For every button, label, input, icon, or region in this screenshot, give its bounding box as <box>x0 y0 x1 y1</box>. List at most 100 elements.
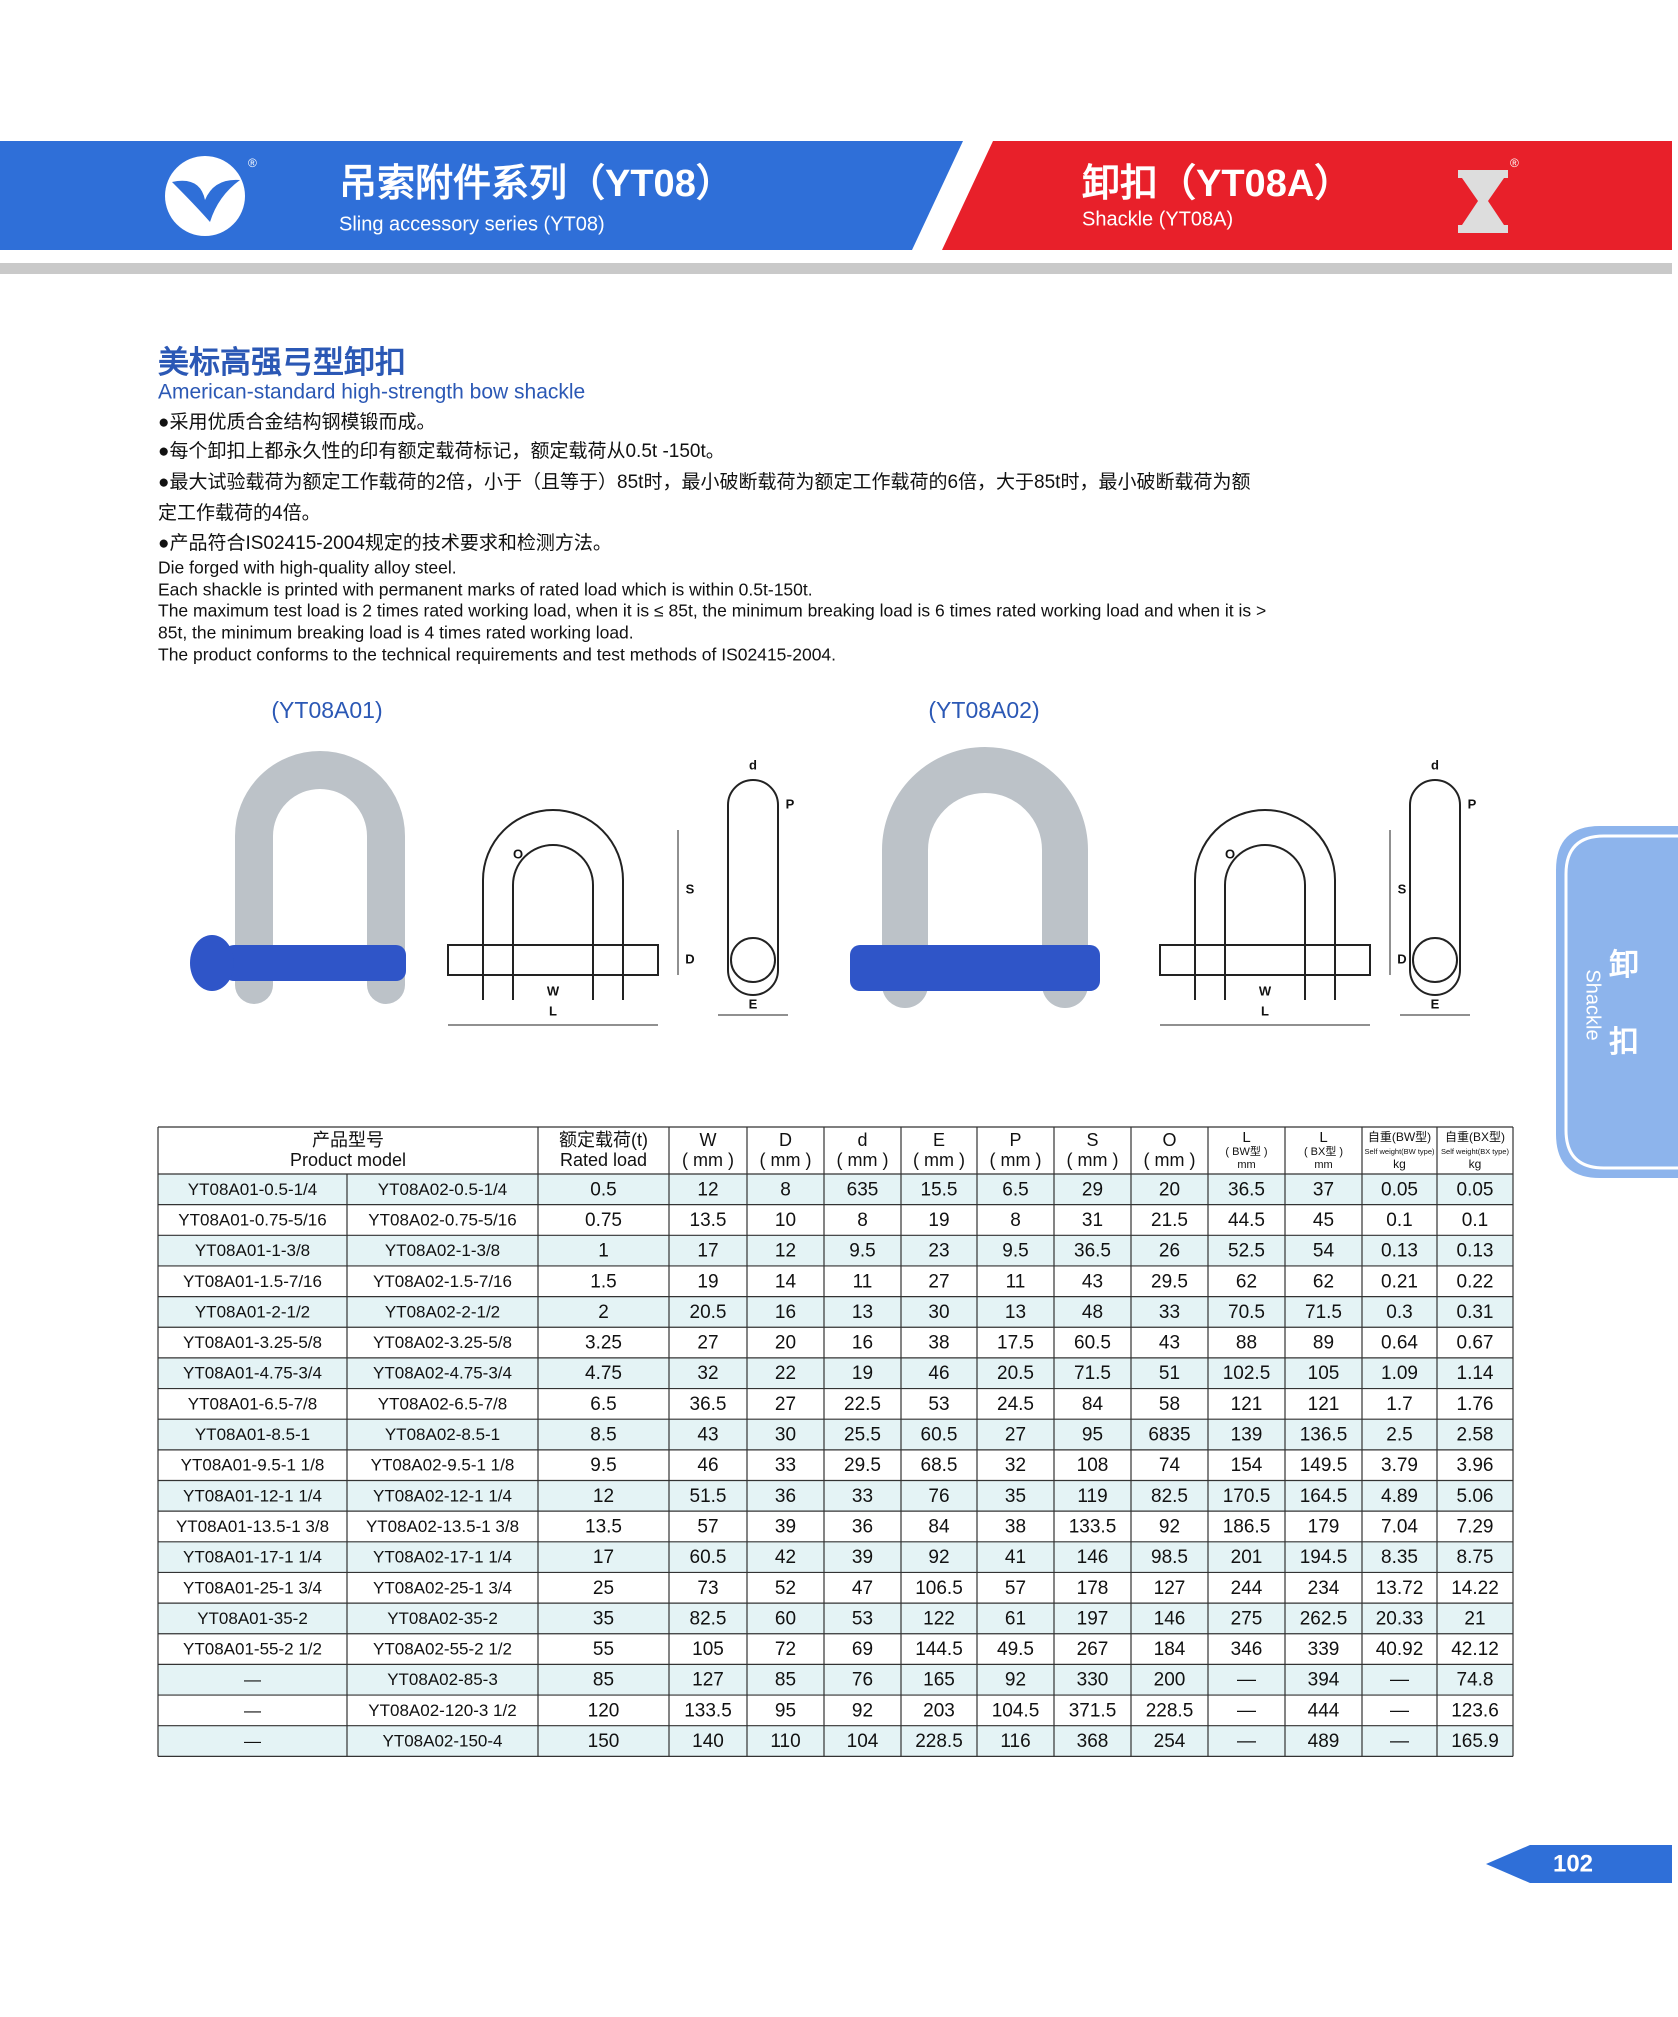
table-cell: YT08A01-12-1 1/4 <box>183 1486 322 1505</box>
table-cell: 46 <box>697 1455 718 1476</box>
table-cell: 82.5 <box>690 1608 727 1629</box>
table-cell: 368 <box>1077 1731 1109 1752</box>
table-cell: YT08A02-17-1 1/4 <box>373 1548 512 1567</box>
table-header: ( mm ) <box>1067 1150 1119 1170</box>
table-cell: 60.5 <box>690 1547 727 1568</box>
table-header: kg <box>1393 1157 1406 1171</box>
table-cell: YT08A02-8.5-1 <box>385 1425 500 1444</box>
table-cell: 21.5 <box>1151 1210 1188 1231</box>
logo-bird <box>172 179 240 222</box>
figure-caption: (YT08A02) <box>928 697 1039 723</box>
table-cell: 262.5 <box>1300 1608 1348 1629</box>
table-header: d <box>857 1130 867 1150</box>
table-cell: 7.04 <box>1381 1516 1418 1537</box>
table-cell: 92 <box>852 1700 873 1721</box>
table-header: ( mm ) <box>1144 1150 1196 1170</box>
table-cell: 4.89 <box>1381 1486 1418 1507</box>
table-cell: 17 <box>697 1241 718 1262</box>
table-cell: 33 <box>852 1486 873 1507</box>
table-row <box>158 1664 1513 1696</box>
table-cell: 133.5 <box>684 1700 732 1721</box>
table-cell: YT08A01-1-3/8 <box>195 1241 310 1260</box>
table-cell: 14 <box>775 1271 797 1292</box>
table-cell: 121 <box>1308 1394 1340 1415</box>
table-cell: 8.75 <box>1457 1547 1494 1568</box>
table-cell: 11 <box>853 1271 873 1292</box>
table-cell: 228.5 <box>1146 1700 1194 1721</box>
front-drawing-pin <box>447 944 659 976</box>
bullet-line: ●采用优质合金结构钢模锻而成。 <box>158 411 435 433</box>
table-row <box>158 1235 1513 1266</box>
table-cell: YT08A01-1.5-7/16 <box>183 1272 322 1291</box>
pin-eye <box>190 935 234 991</box>
figure-caption: (YT08A01) <box>271 697 382 723</box>
table-cell: 7.29 <box>1457 1516 1494 1537</box>
table-cell: YT08A01-0.5-1/4 <box>188 1180 317 1199</box>
table-cell: 42.12 <box>1451 1639 1499 1660</box>
table-cell: 95 <box>775 1700 796 1721</box>
table-cell: 489 <box>1308 1731 1340 1752</box>
dimension-label: L <box>549 1003 557 1018</box>
table-cell: YT08A01-35-2 <box>197 1609 308 1628</box>
front-drawing <box>1224 844 1306 1000</box>
table-row <box>158 1265 1513 1297</box>
table-cell: 45 <box>1313 1210 1334 1231</box>
side-drawing-eye <box>1412 937 1458 983</box>
table-cell: 164.5 <box>1300 1486 1348 1507</box>
table-header: D <box>779 1130 792 1150</box>
table-cell: 71.5 <box>1305 1302 1342 1323</box>
table-cell: 1.09 <box>1381 1363 1418 1384</box>
table-cell: 20.33 <box>1376 1608 1424 1629</box>
table-header: Product model <box>290 1150 406 1170</box>
table-cell: 12 <box>775 1241 796 1262</box>
table-cell: 9.5 <box>1002 1241 1028 1262</box>
table-cell: YT08A02-1-3/8 <box>385 1241 500 1260</box>
table-cell: 17.5 <box>997 1333 1034 1354</box>
table-cell: YT08A02-1.5-7/16 <box>373 1272 512 1291</box>
logo <box>165 156 245 236</box>
table-header: 产品型号 <box>312 1130 384 1150</box>
table-cell: 20 <box>775 1333 796 1354</box>
table-row <box>158 1327 1513 1358</box>
table-cell: 62 <box>1313 1271 1334 1292</box>
table-cell: 74 <box>1159 1455 1181 1476</box>
table-cell: 371.5 <box>1069 1700 1117 1721</box>
table-cell: 33 <box>775 1455 796 1476</box>
table-header: W <box>700 1130 717 1150</box>
table-row <box>158 1357 1513 1389</box>
table-cell: 36.5 <box>690 1394 727 1415</box>
table-cell: — <box>244 1732 261 1751</box>
table-header: Rated load <box>560 1150 647 1170</box>
table-cell: 13.5 <box>690 1210 727 1231</box>
table-cell: 40.92 <box>1376 1639 1424 1660</box>
table-cell: 254 <box>1154 1731 1186 1752</box>
table-cell: 36.5 <box>1074 1241 1111 1262</box>
table-cell: 179 <box>1308 1516 1340 1537</box>
table-cell: YT08A01-25-1 3/4 <box>183 1578 322 1597</box>
table-cell: — <box>244 1701 261 1720</box>
table-cell: 0.5 <box>590 1179 616 1200</box>
dimension-label: D <box>1397 951 1406 966</box>
table-cell: 84 <box>1082 1394 1104 1415</box>
table-cell: 82.5 <box>1151 1486 1188 1507</box>
table-cell: 110 <box>770 1731 800 1752</box>
side-drawing <box>727 779 779 996</box>
table-cell: YT08A02-0.5-1/4 <box>378 1180 507 1199</box>
table-row <box>158 1204 1513 1236</box>
table-header: L <box>1242 1129 1250 1146</box>
table-cell: 127 <box>692 1670 724 1691</box>
table-cell: 31 <box>1082 1210 1103 1231</box>
brand-icon <box>1458 170 1508 233</box>
dimension-label: O <box>513 846 523 861</box>
dimension-label: D <box>685 951 694 966</box>
table-cell: 0.1 <box>1386 1210 1412 1231</box>
table-cell: YT08A02-12-1 1/4 <box>373 1486 512 1505</box>
table-cell: 13.72 <box>1376 1578 1424 1599</box>
brand-mark: ® <box>1510 156 1519 170</box>
table-cell: — <box>1237 1731 1256 1752</box>
table-header: 自重(BX型) <box>1445 1130 1505 1144</box>
dimension-label: E <box>1431 996 1440 1011</box>
table-cell: 25 <box>593 1578 614 1599</box>
header-subtitle: Shackle (YT08A) <box>1082 208 1233 230</box>
